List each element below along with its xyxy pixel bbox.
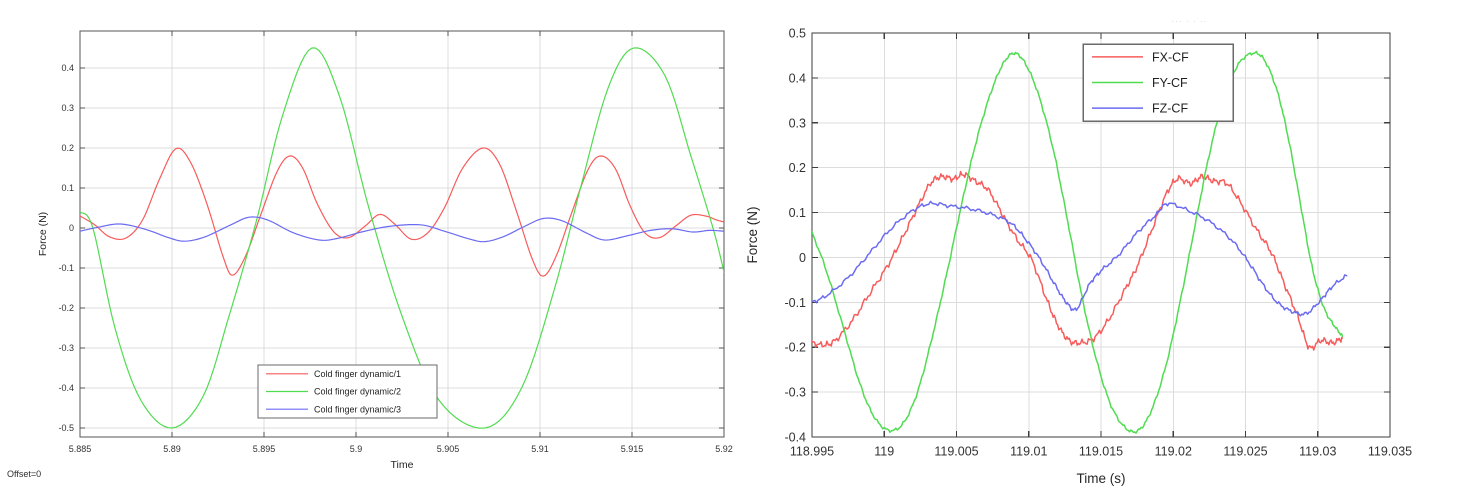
axis-ticks bbox=[811, 32, 1391, 438]
x-tick-label: 5.915 bbox=[621, 444, 644, 454]
legend-label: FZ-CF bbox=[1152, 102, 1188, 116]
y-tick-label: 0.1 bbox=[61, 183, 74, 193]
x-axis-label: Time bbox=[391, 459, 414, 471]
y-tick-labels: 0.5 0.4 0.3 0.2 0.1 0 -0.1 -0.2 -0.3 -0.4 bbox=[784, 27, 806, 445]
series-FX-CF bbox=[812, 170, 1344, 351]
x-tick-label: 5.895 bbox=[253, 444, 276, 454]
series-Cold finger dynamic/2 bbox=[80, 47, 724, 429]
faint-title-fragment: ··· · · ·· bbox=[1172, 19, 1208, 25]
y-tick-label: -0.5 bbox=[58, 423, 74, 433]
x-tick-label: 5.9 bbox=[350, 444, 363, 454]
plot-box bbox=[79, 30, 725, 438]
y-tick-label: -0.1 bbox=[784, 296, 806, 310]
y-tick-labels: 0.4 0.3 0.2 0.1 0 -0.1 -0.2 -0.3 -0.4 -0.5 bbox=[58, 63, 74, 433]
x-tick-label: 5.91 bbox=[531, 444, 549, 454]
legend: FX-CF FY-CF FZ-CF bbox=[1082, 43, 1234, 122]
x-tick-label: 119 bbox=[874, 445, 894, 459]
y-tick-label: 0.5 bbox=[789, 27, 806, 41]
y-axis-label: Force (N) bbox=[745, 207, 760, 264]
y-tick-label: 0.4 bbox=[789, 71, 806, 85]
y-tick-label: 0 bbox=[799, 251, 806, 265]
left-chart: 5.885 5.89 5.895 5.9 5.905 5.91 5.915 5.920.40.… bbox=[37, 30, 733, 471]
x-tick-label: 119.01 bbox=[1010, 445, 1047, 459]
y-tick-label: -0.4 bbox=[784, 431, 806, 445]
x-tick-label: 119.02 bbox=[1155, 445, 1192, 459]
x-tick-label: 119.005 bbox=[934, 445, 978, 459]
x-tick-label: 119.035 bbox=[1368, 445, 1412, 459]
x-tick-labels: 118.995 119 119.005 119.01 119.015 119.02 119.… bbox=[790, 445, 1412, 459]
legend-label: Cold finger dynamic/1 bbox=[314, 369, 401, 379]
offset-label: Offset=0 bbox=[7, 469, 42, 479]
x-tick-label: 119.015 bbox=[1079, 445, 1123, 459]
y-tick-label: 0.3 bbox=[61, 103, 74, 113]
right-chart: 118.995 119 119.005 119.01 119.015 119.02 119.… bbox=[745, 27, 1412, 487]
legend: Cold finger dynamic/1 Cold finger dynamic… bbox=[257, 364, 438, 419]
series-group bbox=[80, 47, 724, 429]
y-tick-label: 0.4 bbox=[61, 63, 74, 73]
series-Cold finger dynamic/1 bbox=[80, 147, 724, 277]
series-group bbox=[812, 50, 1348, 434]
series-FZ-CF bbox=[812, 200, 1348, 317]
x-tick-label: 118.995 bbox=[790, 445, 834, 459]
y-tick-label: 0.1 bbox=[789, 206, 806, 220]
x-tick-label: 119.025 bbox=[1223, 445, 1267, 459]
y-tick-label: -0.1 bbox=[58, 263, 74, 273]
y-tick-label: 0.2 bbox=[789, 161, 806, 175]
series-FY-CF bbox=[812, 50, 1344, 434]
y-tick-label: 0 bbox=[69, 223, 74, 233]
legend-label: FX-CF bbox=[1152, 50, 1189, 64]
y-tick-label: -0.3 bbox=[58, 343, 74, 353]
x-tick-label: 5.92 bbox=[715, 444, 733, 454]
y-tick-label: 0.3 bbox=[789, 116, 806, 130]
x-tick-label: 5.89 bbox=[163, 444, 181, 454]
x-tick-label: 5.885 bbox=[69, 444, 92, 454]
y-axis-label: Force (N) bbox=[37, 212, 49, 256]
x-axis-label: Time (s) bbox=[1077, 471, 1126, 486]
y-tick-label: -0.2 bbox=[784, 341, 806, 355]
axis-ticks bbox=[79, 31, 725, 437]
legend-label: Cold finger dynamic/3 bbox=[314, 404, 401, 414]
legend-label: Cold finger dynamic/2 bbox=[314, 387, 401, 397]
series-Cold finger dynamic/3 bbox=[80, 216, 724, 243]
y-tick-label: -0.2 bbox=[58, 303, 74, 313]
x-tick-label: 119.03 bbox=[1299, 445, 1336, 459]
y-tick-label: -0.3 bbox=[784, 386, 806, 400]
x-tick-label: 5.905 bbox=[437, 444, 460, 454]
legend-label: FY-CF bbox=[1152, 76, 1188, 90]
y-tick-label: -0.4 bbox=[58, 383, 74, 393]
x-tick-labels: 5.885 5.89 5.895 5.9 5.905 5.91 5.915 5.92 bbox=[69, 444, 733, 454]
y-tick-label: 0.2 bbox=[61, 143, 74, 153]
